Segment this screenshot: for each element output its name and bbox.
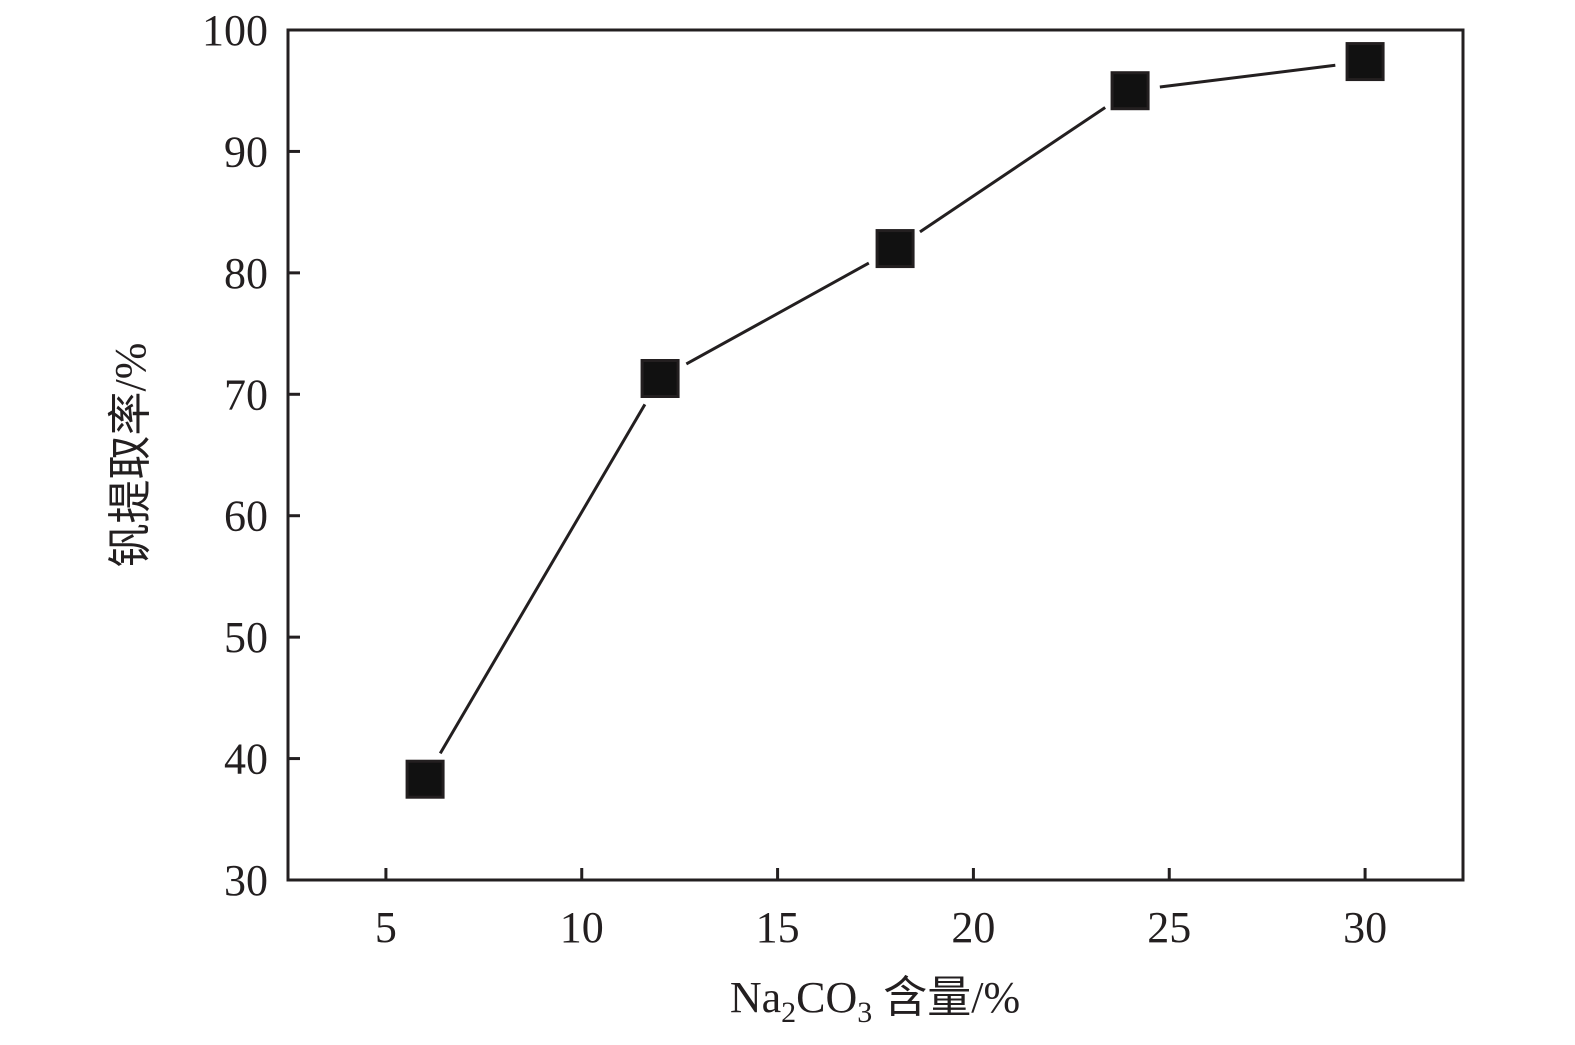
- x-tick-label: 5: [375, 903, 397, 952]
- y-tick-label: 80: [224, 249, 268, 298]
- data-point-marker: [1110, 71, 1150, 111]
- x-tick-label: 10: [560, 903, 604, 952]
- data-point-marker: [405, 759, 445, 799]
- series-line-segment: [1159, 63, 1336, 89]
- y-tick-label: 90: [224, 127, 268, 176]
- x-tick-label: 25: [1147, 903, 1191, 952]
- x-tick-label: 15: [756, 903, 800, 952]
- data-point-marker: [640, 359, 680, 398]
- y-tick-label: 30: [224, 856, 268, 905]
- plot-marks: [405, 42, 1385, 799]
- y-tick-label: 100: [202, 6, 268, 55]
- series-line-segment: [919, 106, 1107, 234]
- x-axis-label: Na2CO3 含量/%: [730, 973, 1020, 1029]
- y-tick-label: 60: [224, 492, 268, 541]
- axis-ticks: 5 10 15 20 25 30 30 40 50 60 70 80 90 100: [202, 6, 1387, 952]
- y-tick-label: 70: [224, 370, 268, 419]
- data-point-marker: [875, 229, 915, 269]
- data-point-marker: [1345, 42, 1385, 82]
- x-tick-label: 20: [951, 903, 995, 952]
- x-tick-label: 30: [1343, 903, 1387, 952]
- y-tick-label: 50: [224, 613, 268, 662]
- series-line-segment: [438, 403, 647, 755]
- y-axis-label: 钒提取率/%: [106, 343, 155, 568]
- plot-frame: [286, 28, 1465, 882]
- series-line-segment: [685, 261, 870, 366]
- y-tick-label: 40: [224, 735, 268, 784]
